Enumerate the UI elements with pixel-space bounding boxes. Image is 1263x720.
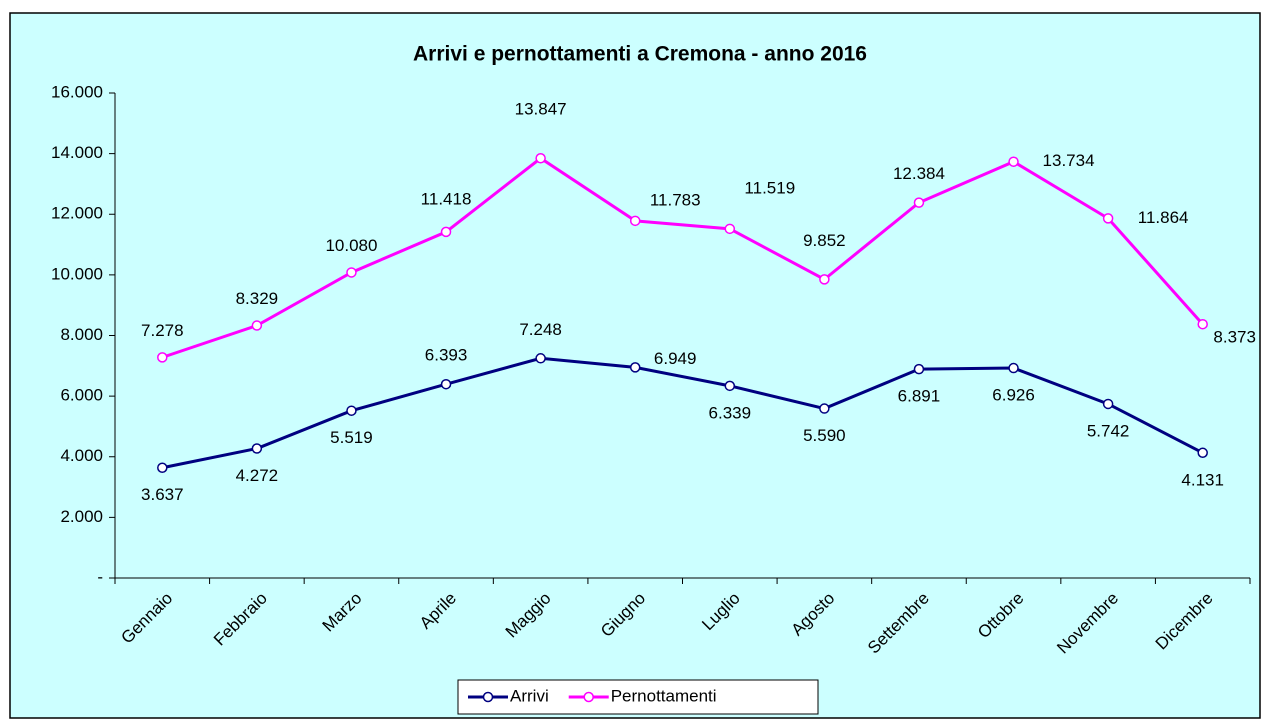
line	[161, 356, 1204, 470]
data-label: 12.384	[893, 164, 945, 183]
data-label: 3.637	[141, 485, 184, 504]
point	[724, 380, 736, 392]
point	[1197, 447, 1208, 459]
point	[1197, 318, 1208, 330]
data-label: 11.519	[744, 178, 795, 197]
point	[1008, 362, 1019, 374]
point	[1008, 156, 1019, 167]
data-label: 5.742	[1087, 421, 1130, 440]
data-label: 11.418	[421, 189, 472, 208]
point	[913, 363, 925, 375]
data-label: 4.272	[236, 466, 279, 485]
point	[440, 226, 452, 238]
data-label: 9.852	[803, 231, 846, 250]
y-tick-label: 2.000	[60, 507, 103, 526]
point	[157, 352, 168, 363]
point	[1102, 398, 1114, 410]
line	[161, 156, 1204, 359]
chart-title: Arrivi e pernottamenti a Cremona - anno …	[413, 43, 867, 66]
data-label: 6.891	[898, 387, 941, 406]
point	[1102, 213, 1114, 224]
point	[819, 403, 830, 414]
data-label: 4.131	[1181, 470, 1224, 489]
data-label: 7.278	[141, 321, 184, 340]
data-label: 5.519	[330, 428, 373, 447]
data-label: 6.926	[992, 386, 1035, 405]
data-label: 11.783	[650, 190, 701, 209]
point	[535, 153, 546, 164]
y-tick-label: 12.000	[51, 204, 103, 223]
point	[251, 320, 263, 331]
data-label: 6.393	[425, 346, 468, 365]
y-tick-label: 8.000	[60, 325, 103, 344]
data-label: 13.847	[515, 100, 567, 119]
legend-label: Pernottamenti	[611, 686, 717, 705]
data-label: 5.590	[803, 426, 846, 445]
point	[913, 197, 925, 208]
y-tick-label: 6.000	[60, 386, 103, 405]
legend-marker	[583, 691, 594, 703]
point	[346, 267, 357, 278]
point	[440, 378, 452, 390]
y-tick-label: 10.000	[51, 264, 103, 283]
point	[629, 215, 641, 227]
point	[629, 362, 641, 373]
data-label: 6.949	[654, 349, 697, 368]
legend	[457, 679, 819, 715]
point	[535, 353, 546, 364]
data-label: 13.734	[1043, 151, 1095, 170]
data-label: 7.248	[519, 320, 562, 339]
y-tick-label: -	[97, 567, 103, 586]
y-tick-label: 14.000	[51, 143, 103, 162]
data-label: 11.864	[1138, 208, 1189, 227]
point	[724, 223, 736, 235]
point	[157, 462, 168, 474]
data-label: 8.373	[1213, 328, 1256, 347]
y-tick-label: 16.000	[51, 82, 103, 101]
point	[251, 443, 263, 454]
legend-label: Arrivi	[510, 686, 549, 705]
point	[346, 405, 357, 416]
data-label: 10.080	[325, 236, 377, 255]
legend-marker	[482, 691, 494, 703]
data-label: 8.329	[236, 289, 279, 308]
point	[819, 274, 830, 285]
y-tick-label: 4.000	[60, 446, 103, 465]
data-label: 6.339	[709, 403, 752, 422]
